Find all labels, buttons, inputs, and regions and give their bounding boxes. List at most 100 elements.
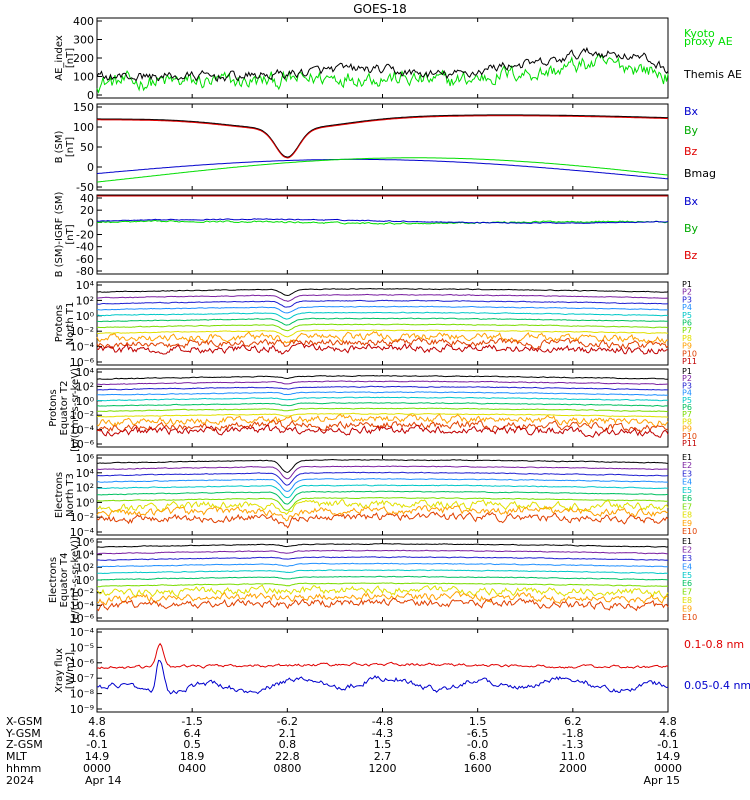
channel-E2-line <box>97 549 668 555</box>
legend-item: P8 <box>682 334 692 343</box>
footer-value: 1.5 <box>374 738 392 751</box>
bx-line <box>96 158 669 180</box>
y-tick-label: 10⁻⁶ <box>70 612 95 625</box>
y-tick-label: 10⁴ <box>76 549 95 562</box>
y-tick-label: -60 <box>76 253 94 266</box>
panel-frame <box>96 628 669 713</box>
y-tick-label: 10⁴ <box>76 366 95 379</box>
footer-value: 2000 <box>559 762 587 775</box>
legend-item: P4 <box>682 303 692 312</box>
footer-value: 1200 <box>369 762 397 775</box>
footer-value: Apr 14 <box>85 774 122 787</box>
legend-item: E1 <box>682 537 692 546</box>
channel-P9-line <box>96 331 669 344</box>
footer-value: 6.2 <box>564 715 582 728</box>
y-tick-label: 10⁻⁴ <box>70 599 95 612</box>
y-tick-label: 150 <box>73 101 94 114</box>
footer-value: 1600 <box>464 762 492 775</box>
legend-item: P3 <box>682 295 692 304</box>
channel-P5-line <box>96 311 669 320</box>
y-tick-label: 10⁻⁶ <box>70 356 95 369</box>
legend-item: E6 <box>682 579 692 588</box>
legend-item: P6 <box>682 319 692 328</box>
y-tick-label: 10⁻⁴ <box>70 626 95 639</box>
legend-item: E4 <box>682 562 692 571</box>
xray-short-line <box>96 659 669 695</box>
channel-E6-line <box>97 490 668 505</box>
footer-row-label: 2024 <box>6 774 34 787</box>
footer-ephemeris: X-GSM 4.8 -1.5 -6.2 -4.8 1.5 6.2 4.8 Y-GSM 4.6 6.4… <box>5 715 682 787</box>
footer-row-label: X-GSM <box>6 715 42 728</box>
y-tick-label: 10⁻² <box>70 511 94 524</box>
legend-item: P4 <box>682 389 692 398</box>
footer-value: 4.8 <box>88 715 106 728</box>
legend-item: E6 <box>682 494 692 503</box>
traces <box>96 195 669 225</box>
panel-pn: 10⁴ 10² 10⁰ 10⁻² 10⁻⁴ 10⁻⁶ ProtonsNorth T1 P1P2… <box>54 279 697 369</box>
channel-P7-line <box>96 323 669 332</box>
traces <box>96 114 669 183</box>
channel-P4-line <box>96 305 669 314</box>
y-tick-label: 10⁻⁴ <box>70 341 95 354</box>
channel-E9-line <box>96 591 669 606</box>
y-tick-label: 100 <box>73 71 94 84</box>
y-tick-label: 10⁻⁶ <box>70 438 95 451</box>
footer-row-label: hhmm <box>6 762 41 775</box>
channel-P5-line <box>96 396 668 402</box>
legend-item: By <box>684 124 699 137</box>
footer-value: Apr 15 <box>643 774 680 787</box>
channel-P11-line <box>96 424 669 438</box>
y-tick-label: 50 <box>80 141 94 154</box>
y-tick-label: 10⁻⁵ <box>70 641 94 654</box>
traces <box>96 374 669 438</box>
channel-P8-line <box>96 329 669 338</box>
y-tick-label: 10⁻⁸ <box>70 688 95 701</box>
y-tick-label: -40 <box>76 241 94 254</box>
legend-item: E3 <box>682 554 692 563</box>
channel-P11-line <box>96 342 669 355</box>
legend-item: E8 <box>682 596 692 605</box>
y-tick-label: 0 <box>87 216 94 229</box>
legend-item: E9 <box>682 519 692 528</box>
legend-item: Themis AE <box>683 68 742 81</box>
channel-P6-line <box>96 317 669 326</box>
footer-value: 2.1 <box>279 727 297 740</box>
legend-item: Bz <box>684 145 698 158</box>
legend-item: 0.05-0.4 nm <box>684 679 750 692</box>
y-axis-label: Xray flux[W/m2] <box>54 648 76 693</box>
legend-item: E10 <box>682 613 697 622</box>
footer-value: 4.6 <box>88 727 106 740</box>
legend-item: Bmag <box>684 167 716 180</box>
y-tick-label: 10⁶ <box>76 452 95 465</box>
themis-ae-line <box>96 46 669 83</box>
legend-item: E2 <box>682 461 692 470</box>
legend-item: P2 <box>682 288 692 297</box>
channel-P4-line <box>96 391 669 396</box>
channel-E1-line <box>96 458 669 473</box>
channel-E4-line <box>96 562 669 568</box>
plot-title: GOES-18 <box>353 2 407 16</box>
bz-line <box>97 115 669 159</box>
footer-value: -6.2 <box>277 715 298 728</box>
channel-E10-line <box>96 597 669 612</box>
channel-P7-line <box>96 407 669 413</box>
footer-value: -0.1 <box>86 738 107 751</box>
traces <box>96 458 669 529</box>
panel-ee: 10⁶10⁴10²10⁰10⁻²10⁻⁴10⁻⁶ElectronsEquator… <box>48 536 697 625</box>
footer-value: -1.8 <box>562 727 583 740</box>
y-tick-label: 10⁰ <box>76 574 95 587</box>
channel-E5-line <box>96 484 669 499</box>
footer-value: 0.8 <box>279 738 297 751</box>
footer-value: 0800 <box>273 762 301 775</box>
y-tick-label: 10⁻⁹ <box>70 703 94 716</box>
channel-E2-line <box>96 465 668 480</box>
channel-E8-line <box>96 584 669 600</box>
channel-P9-line <box>96 413 669 428</box>
legend-item: E5 <box>682 486 692 495</box>
footer-value: 14.9 <box>85 750 110 763</box>
channel-P3-line <box>96 385 669 391</box>
